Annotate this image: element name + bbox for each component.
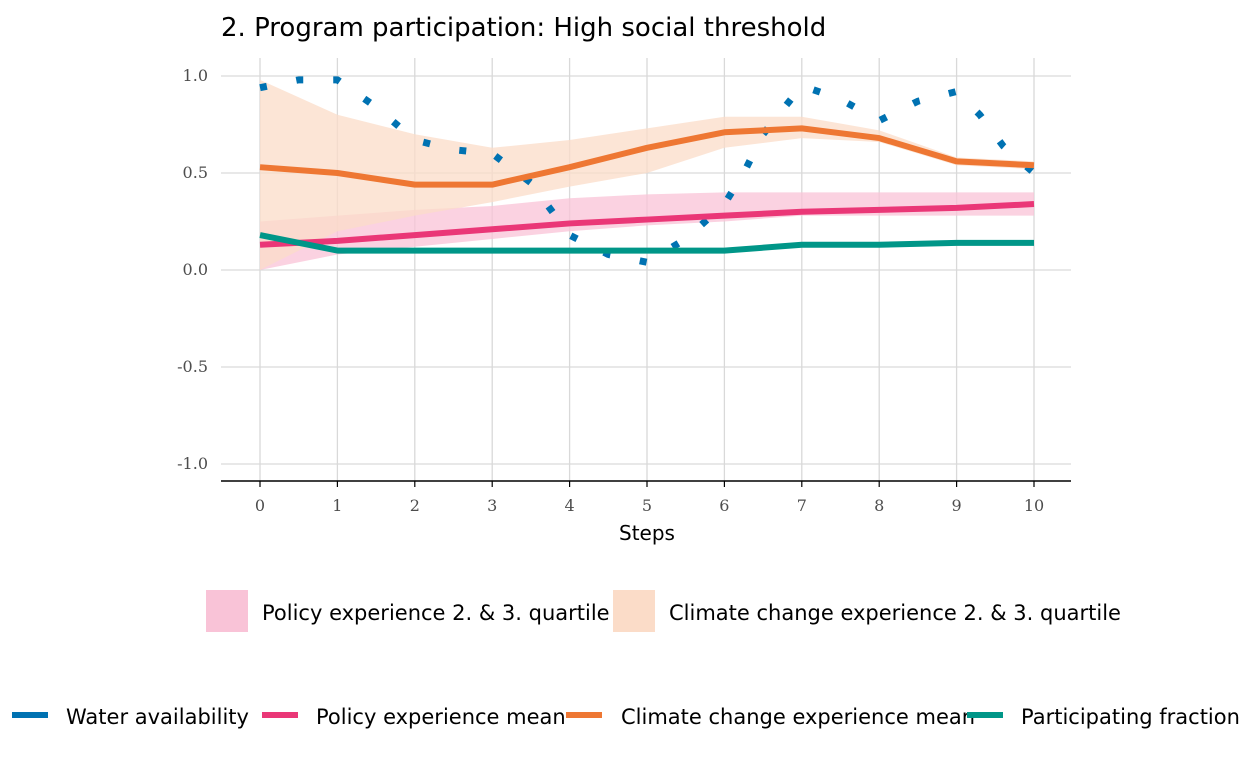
legend-band-key-0 bbox=[206, 590, 248, 632]
x-tick-label-2: 2 bbox=[410, 496, 420, 515]
legend-line-label-2: Climate change experience mean bbox=[621, 705, 975, 729]
x-tick-label-5: 5 bbox=[642, 496, 652, 515]
chart-title: 2. Program participation: High social th… bbox=[221, 13, 826, 43]
x-tick-label-10: 10 bbox=[1024, 496, 1044, 515]
legend-band-label-1: Climate change experience 2. & 3. quarti… bbox=[669, 601, 1121, 625]
legend-line-label-1: Policy experience mean bbox=[316, 705, 566, 729]
legend-bands: Policy experience 2. & 3. quartile Climat… bbox=[206, 590, 1121, 632]
series-line-2 bbox=[259, 125, 1035, 188]
legend-band-key-1 bbox=[613, 590, 655, 632]
y-tick-label-3: 0.5 bbox=[183, 163, 208, 182]
band-1 bbox=[260, 79, 1034, 270]
series-lines bbox=[259, 76, 1037, 266]
legend-band-label-0: Policy experience 2. & 3. quartile bbox=[262, 601, 610, 625]
x-tick-label-3: 3 bbox=[487, 496, 497, 515]
y-tick-label-1: -0.5 bbox=[177, 357, 208, 376]
x-tick-label-8: 8 bbox=[874, 496, 884, 515]
x-tick-label-9: 9 bbox=[952, 496, 962, 515]
x-tick-label-6: 6 bbox=[719, 496, 729, 515]
x-tick-label-7: 7 bbox=[797, 496, 807, 515]
x-axis-label: Steps bbox=[619, 521, 675, 545]
legend-line-label-0: Water availability bbox=[66, 705, 249, 729]
y-tick-label-0: -1.0 bbox=[177, 454, 208, 473]
y-tick-label-2: 0.0 bbox=[183, 260, 208, 279]
series-line-1 bbox=[259, 201, 1035, 248]
x-ticks: 0 1 2 3 4 5 6 7 8 9 10 bbox=[255, 481, 1044, 515]
x-tick-label-1: 1 bbox=[332, 496, 342, 515]
y-ticks: -1.0 -0.5 0.0 0.5 1.0 bbox=[177, 66, 208, 473]
y-tick-label-4: 1.0 bbox=[183, 66, 208, 85]
series-line-3 bbox=[259, 232, 1034, 254]
legend-line-label-3: Participating fraction mean bbox=[1021, 705, 1248, 729]
x-tick-label-0: 0 bbox=[255, 496, 265, 515]
x-tick-label-4: 4 bbox=[565, 496, 575, 515]
legend-lines: Water availability Policy experience mean… bbox=[12, 705, 1248, 729]
